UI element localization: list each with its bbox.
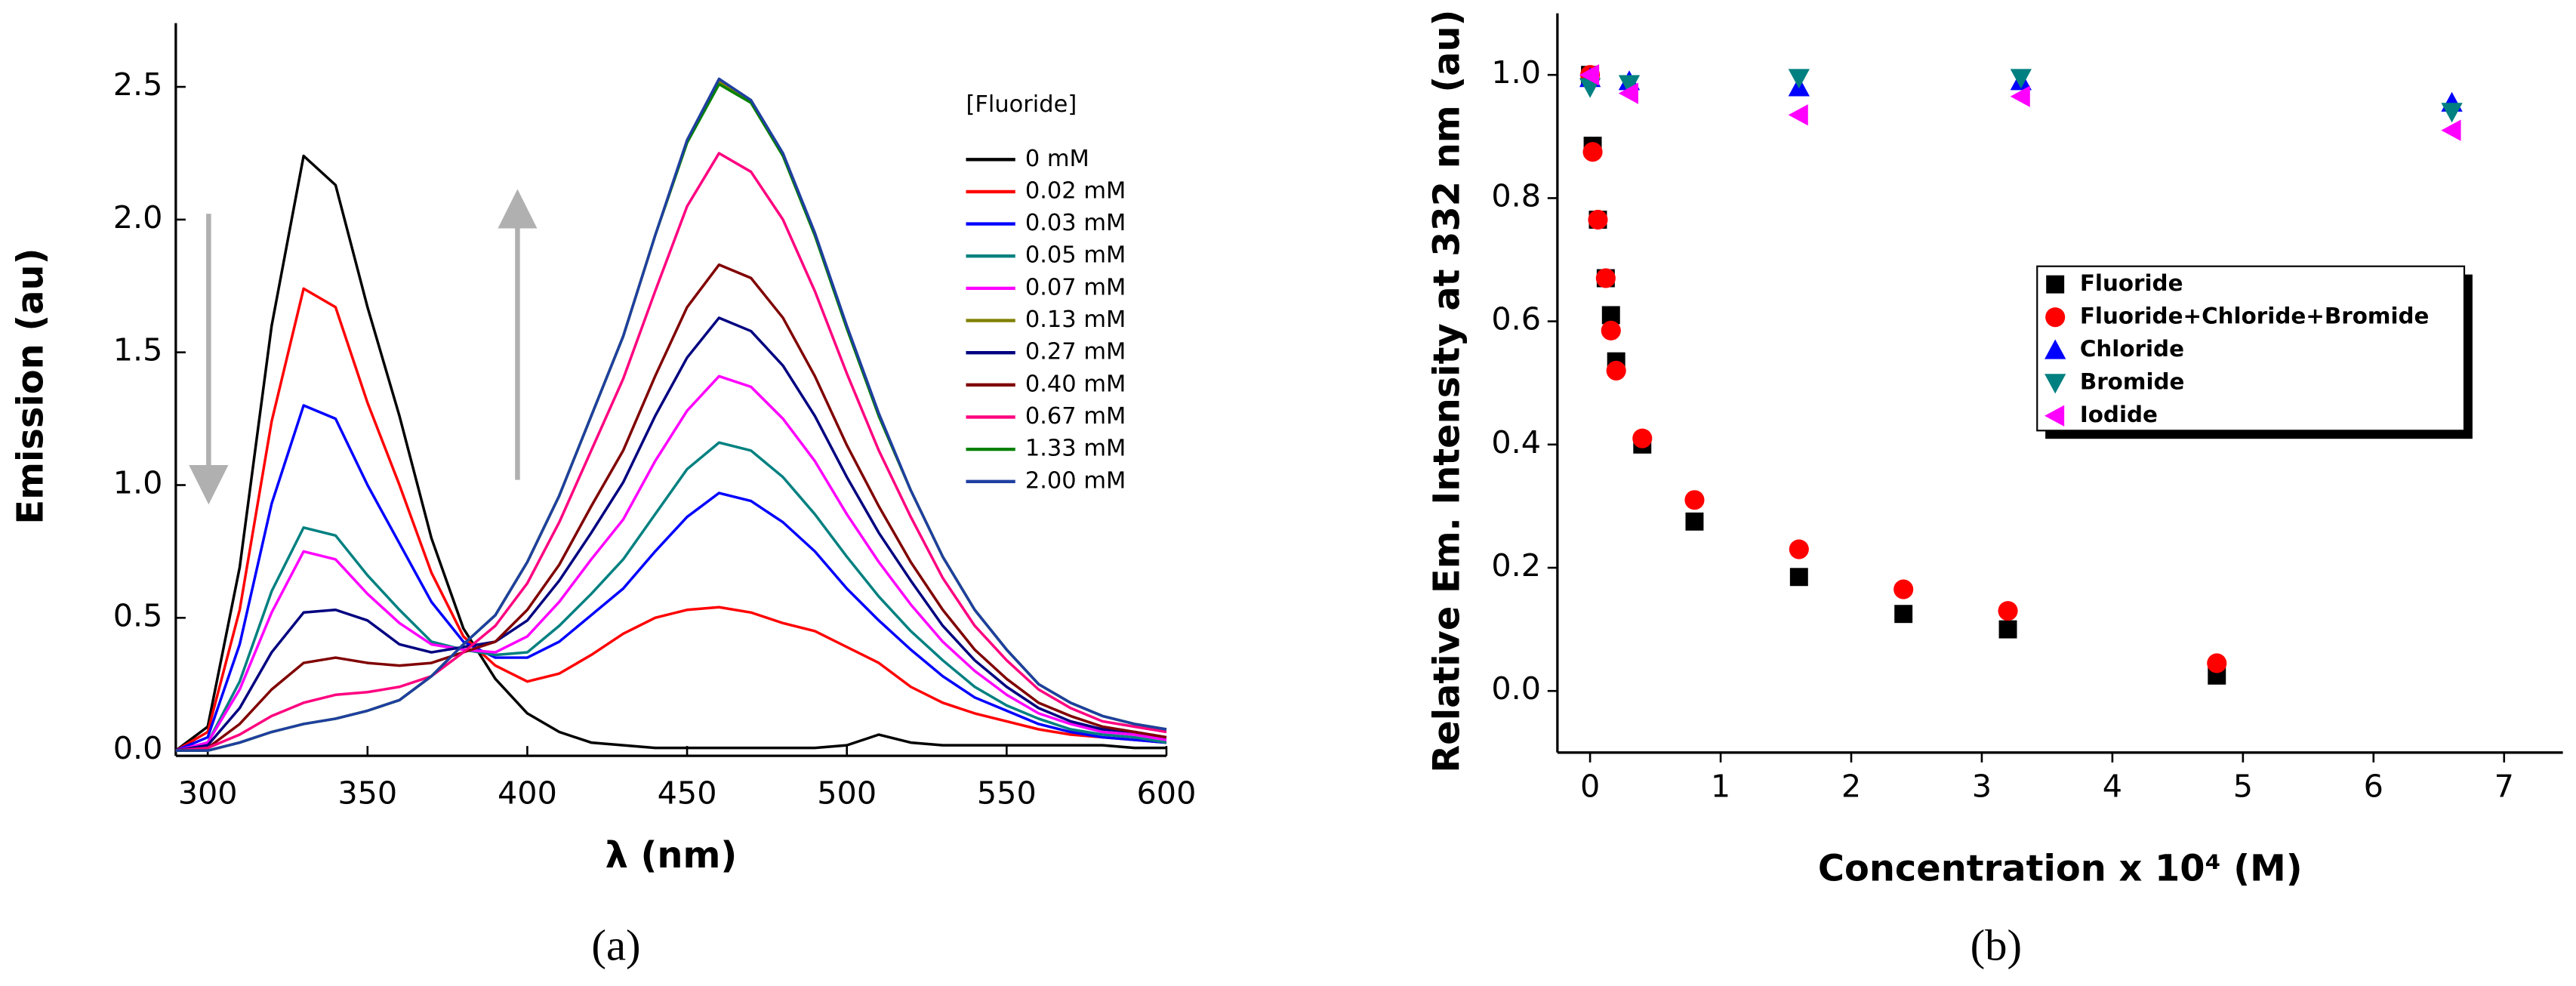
legend-label: 0.27 mM: [1025, 339, 1126, 365]
legend-label: Bromide: [2080, 369, 2185, 395]
data-point: [1579, 64, 1600, 86]
data-point: [1606, 360, 1626, 381]
y-tick-label: 1.5: [113, 332, 163, 368]
spectrum-line: [175, 316, 1167, 752]
legend-box: [2036, 265, 2466, 432]
x-tick-label: 300: [178, 775, 238, 811]
data-point: [1588, 209, 1608, 230]
data-point: [1618, 75, 1641, 95]
legend-title: [Fluoride]: [966, 91, 1077, 118]
legend-label: 2.00 mM: [1025, 467, 1126, 494]
spectrum-line: [175, 263, 1167, 752]
spectrum-line: [175, 80, 1167, 752]
x-tick-label: 0: [1580, 769, 1600, 805]
data-point: [2010, 69, 2032, 89]
x-tick-label: 7: [2494, 769, 2514, 805]
x-tick-label: 2: [1841, 769, 1861, 805]
x-axis-label: Concentration x 10⁴ (M): [1818, 848, 2303, 889]
legend-marker: [2045, 307, 2066, 328]
data-point: [2441, 119, 2461, 141]
data-point: [1998, 620, 2017, 639]
legend-label: Fluoride: [2080, 270, 2183, 296]
data-point: [1595, 268, 1616, 288]
data-point: [2207, 653, 2227, 673]
data-point: [1601, 320, 1621, 340]
caption: (b): [1971, 920, 2023, 969]
spectrum-line: [174, 287, 1167, 752]
spectrum-line: [175, 152, 1167, 752]
spectrum-line: [175, 374, 1167, 752]
x-tick-label: 350: [337, 775, 397, 811]
legend-marker: [2044, 374, 2066, 394]
legend-label: 0.05 mM: [1025, 242, 1126, 269]
y-tick-label: 2.0: [113, 199, 163, 236]
legend-label: Fluoride+Chloride+Bromide: [2080, 304, 2430, 329]
legend-label: 0.07 mM: [1025, 274, 1126, 300]
caption: (a): [591, 920, 640, 969]
data-point: [1632, 428, 1653, 448]
spectrum-line: [175, 441, 1167, 752]
legend-label: 0.13 mM: [1025, 307, 1126, 333]
x-tick-label: 3: [1972, 769, 1992, 805]
data-point: [1582, 142, 1603, 162]
x-tick-label: 6: [2364, 769, 2383, 805]
legend-label: 0.40 mM: [1025, 371, 1126, 397]
y-tick-label: 1.0: [113, 464, 163, 501]
data-point: [1893, 579, 1914, 599]
y-axis-label: Emission (au): [11, 248, 52, 525]
legend-marker: [2044, 339, 2066, 359]
y-tick-label: 0.4: [1491, 424, 1541, 461]
legend-label: Iodide: [2080, 402, 2158, 427]
legend-label: 1.33 mM: [1025, 436, 1126, 462]
x-tick-label: 550: [977, 775, 1037, 811]
y-tick-label: 0.8: [1491, 177, 1541, 214]
data-point: [1618, 82, 1638, 104]
spectrum-line: [174, 154, 1166, 752]
data-point: [1789, 539, 1809, 559]
data-point: [1894, 605, 1913, 624]
x-tick-label: 500: [817, 775, 877, 811]
y-tick-label: 0.0: [1491, 670, 1541, 707]
x-tick-label: 5: [2233, 769, 2253, 805]
legend-label: 0.02 mM: [1025, 177, 1126, 204]
x-tick-label: 600: [1137, 775, 1197, 811]
legend-label: 0 mM: [1025, 146, 1089, 172]
spectrum-line: [175, 77, 1167, 752]
legend-marker: [2044, 405, 2065, 427]
legend-marker: [2046, 275, 2065, 294]
y-tick-label: 1.0: [1491, 54, 1541, 91]
data-point: [1789, 568, 1808, 587]
legend-label: 0.67 mM: [1025, 403, 1126, 430]
y-tick-label: 0.5: [113, 597, 163, 633]
legend-label: 0.03 mM: [1025, 210, 1126, 236]
y-axis-label: Relative Em. Intensity at 332 nm (au): [1426, 10, 1468, 773]
y-tick-label: 0.2: [1491, 547, 1541, 584]
data-point: [1685, 512, 1704, 531]
data-point: [2010, 85, 2030, 107]
y-tick-label: 0.6: [1491, 301, 1541, 337]
spectrum-line: [175, 404, 1167, 752]
x-tick-label: 4: [2103, 769, 2122, 805]
x-tick-label: 400: [498, 775, 557, 811]
x-tick-label: 450: [658, 775, 717, 811]
data-point: [1788, 69, 1810, 89]
legend-label: Chloride: [2080, 336, 2184, 362]
y-tick-label: 0.0: [113, 730, 163, 766]
y-tick-label: 2.5: [113, 66, 163, 103]
data-point: [2441, 103, 2463, 123]
data-point: [1601, 306, 1620, 325]
x-axis-label: λ (nm): [605, 835, 738, 877]
data-point: [1998, 601, 2018, 621]
x-tick-label: 1: [1711, 769, 1730, 805]
data-point: [1788, 104, 1808, 126]
data-point: [1684, 490, 1705, 510]
